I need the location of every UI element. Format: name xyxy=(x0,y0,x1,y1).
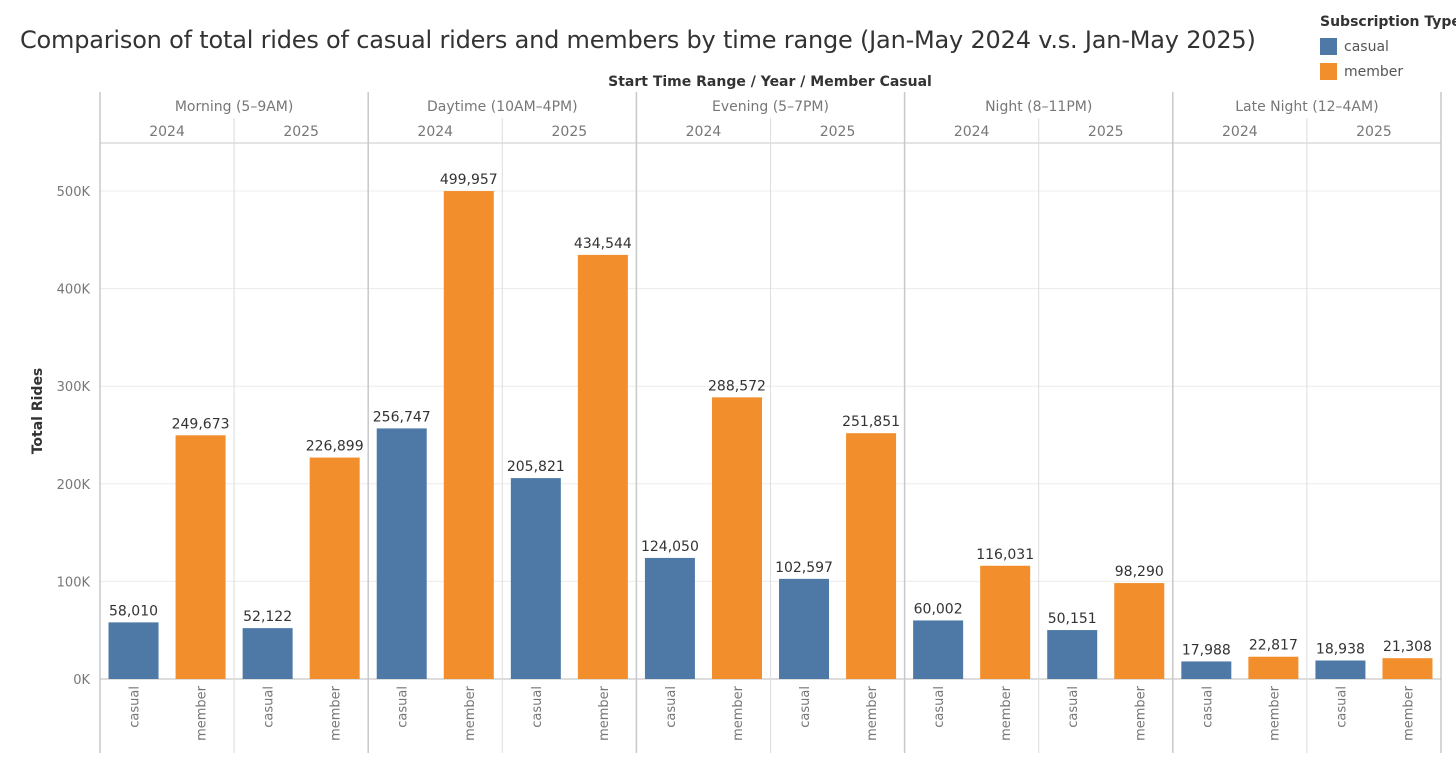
data-label: 60,002 xyxy=(914,601,963,617)
bar-member xyxy=(1382,658,1433,679)
x-category-label: casual xyxy=(798,686,813,728)
year-header: 2025 xyxy=(283,124,319,140)
bar-member xyxy=(980,565,1031,679)
bar-member xyxy=(1114,583,1165,679)
x-category-label: member xyxy=(329,685,344,741)
legend-item-casual[interactable]: casual xyxy=(1320,34,1456,59)
legend-item-member[interactable]: member xyxy=(1320,59,1456,84)
time-range-header: Morning (5–9AM) xyxy=(175,99,294,115)
y-tick-label: 400K xyxy=(57,283,91,298)
bar-member xyxy=(443,191,494,679)
data-label: 98,290 xyxy=(1115,564,1164,580)
data-label: 50,151 xyxy=(1048,611,1097,627)
data-label: 22,817 xyxy=(1249,638,1298,654)
data-label: 256,747 xyxy=(373,409,431,425)
y-tick-label: 500K xyxy=(57,185,91,200)
bar-casual xyxy=(913,620,964,679)
time-range-header: Night (8–11PM) xyxy=(985,99,1092,115)
data-label: 116,031 xyxy=(976,547,1034,563)
legend-label-casual: casual xyxy=(1344,38,1389,55)
time-range-header: Late Night (12–4AM) xyxy=(1235,99,1378,115)
year-header: 2025 xyxy=(1356,124,1392,140)
x-category-label: member xyxy=(1401,685,1416,741)
x-category-label: casual xyxy=(1066,686,1081,728)
bar-member xyxy=(1248,656,1299,679)
x-category-label: member xyxy=(865,685,880,741)
x-category-label: casual xyxy=(1334,686,1349,728)
bar-casual xyxy=(779,578,830,679)
year-header: 2024 xyxy=(954,124,990,140)
bar-casual xyxy=(1315,660,1366,679)
bar-casual xyxy=(510,478,561,679)
data-label: 18,938 xyxy=(1316,642,1365,658)
x-category-label: casual xyxy=(262,686,277,728)
data-label: 434,544 xyxy=(574,236,632,252)
bar-casual xyxy=(108,622,159,679)
x-category-label: member xyxy=(999,685,1014,741)
y-axis-title: Total Rides xyxy=(30,368,46,455)
x-category-label: casual xyxy=(1200,686,1215,728)
year-header: 2024 xyxy=(1222,124,1258,140)
legend-label-member: member xyxy=(1344,63,1404,80)
x-category-label: casual xyxy=(932,686,947,728)
x-category-label: casual xyxy=(128,686,143,728)
data-label: 52,122 xyxy=(243,609,292,625)
data-label: 102,597 xyxy=(775,560,833,576)
data-label: 205,821 xyxy=(507,459,565,475)
bar-casual xyxy=(644,557,695,679)
y-tick-label: 300K xyxy=(57,380,91,395)
x-category-label: casual xyxy=(530,686,545,728)
data-label: 17,988 xyxy=(1182,642,1231,658)
data-label: 499,957 xyxy=(440,172,498,188)
year-header: 2025 xyxy=(1088,124,1124,140)
bar-casual xyxy=(242,628,293,679)
legend-swatch-member xyxy=(1320,63,1337,80)
header-axis-label: Start Time Range / Year / Member Casual xyxy=(608,74,932,90)
bar-member xyxy=(309,457,360,679)
x-category-label: member xyxy=(731,685,746,741)
x-category-label: member xyxy=(597,685,612,741)
x-category-label: member xyxy=(463,685,478,741)
time-range-header: Evening (5–7PM) xyxy=(712,99,829,115)
bar-casual xyxy=(376,428,427,679)
data-label: 249,673 xyxy=(172,416,230,432)
year-header: 2024 xyxy=(686,124,722,140)
data-label: 58,010 xyxy=(109,603,158,619)
legend-title: Subscription Type xyxy=(1320,14,1456,30)
data-label: 124,050 xyxy=(641,539,699,555)
year-header: 2025 xyxy=(820,124,856,140)
chart-title: Comparison of total rides of casual ride… xyxy=(20,26,1256,54)
legend: Subscription Type casual member xyxy=(1320,14,1456,84)
data-label: 226,899 xyxy=(306,439,364,455)
bar-member xyxy=(577,254,628,679)
y-tick-label: 200K xyxy=(57,478,91,493)
year-header: 2024 xyxy=(417,124,453,140)
bar-casual xyxy=(1047,630,1098,679)
year-header: 2024 xyxy=(149,124,185,140)
x-category-label: member xyxy=(195,685,210,741)
bar-casual xyxy=(1181,661,1232,679)
y-tick-label: 100K xyxy=(57,575,91,590)
x-category-label: member xyxy=(1133,685,1148,741)
x-category-label: casual xyxy=(396,686,411,728)
y-tick-label: 0K xyxy=(73,673,90,688)
time-range-header: Daytime (10AM–4PM) xyxy=(427,99,578,115)
legend-swatch-casual xyxy=(1320,38,1337,55)
x-category-label: casual xyxy=(664,686,679,728)
year-header: 2025 xyxy=(552,124,588,140)
bar-member xyxy=(711,397,762,679)
data-label: 251,851 xyxy=(842,414,900,430)
bar-member xyxy=(846,433,897,679)
bar-member xyxy=(175,435,226,679)
x-category-label: member xyxy=(1267,685,1282,741)
data-label: 288,572 xyxy=(708,378,766,394)
data-label: 21,308 xyxy=(1383,639,1432,655)
